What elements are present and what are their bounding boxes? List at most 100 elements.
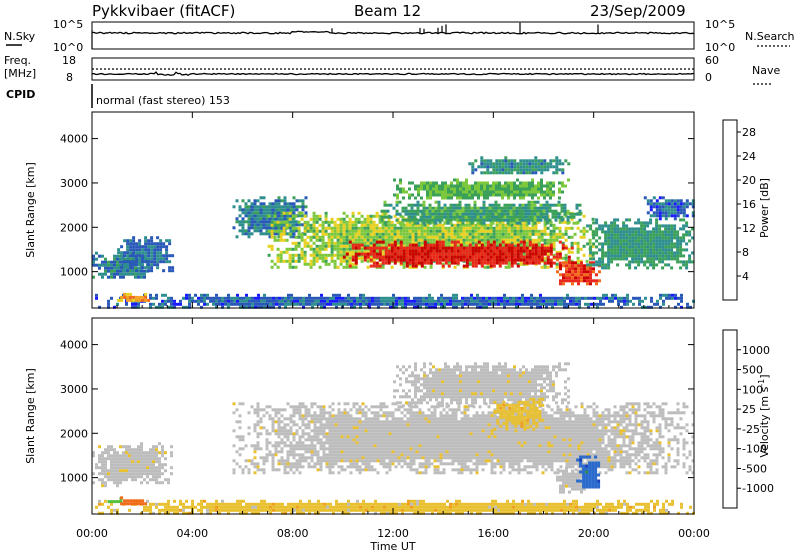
power-cell <box>530 293 533 297</box>
velocity-cell <box>425 505 428 509</box>
power-cell <box>658 202 662 206</box>
power-cell <box>239 299 242 303</box>
power-cell <box>580 261 583 265</box>
power-cell <box>495 184 498 188</box>
power-cell <box>507 235 511 239</box>
velocity-cell <box>446 499 449 503</box>
power-cell <box>509 302 512 306</box>
power-cell <box>356 299 359 303</box>
power-cell <box>507 190 510 194</box>
power-cell <box>405 241 409 245</box>
power-cell <box>273 262 277 266</box>
velocity-cell <box>398 502 401 506</box>
power-cell <box>257 302 260 306</box>
velocity-cell <box>161 502 164 506</box>
power-cell <box>450 238 454 242</box>
power-cell <box>637 221 641 225</box>
power-cell <box>576 256 580 260</box>
power-cell <box>295 205 299 209</box>
velocity-cell <box>413 502 416 506</box>
power-cell <box>253 217 257 221</box>
power-cell <box>522 196 525 200</box>
power-cell <box>304 211 308 215</box>
power-cell <box>351 220 355 224</box>
power-cell <box>558 226 562 230</box>
velocity-cell <box>422 505 425 509</box>
power-cell <box>519 193 522 197</box>
power-cell <box>128 272 131 276</box>
power-cell <box>495 159 499 163</box>
power-cell <box>119 275 122 279</box>
power-cell <box>384 223 388 227</box>
power-cell <box>510 168 514 172</box>
power-cell <box>372 259 376 263</box>
power-cell <box>453 249 457 253</box>
power-cell <box>515 221 519 225</box>
power-cell <box>501 190 504 194</box>
power-cell <box>688 202 692 206</box>
power-cell <box>288 253 292 257</box>
power-cell <box>396 226 400 230</box>
velocity-cell <box>479 511 482 515</box>
power-cell <box>321 253 325 257</box>
power-cell <box>626 302 629 306</box>
power-cell <box>407 215 411 219</box>
power-cell <box>402 252 406 256</box>
power-cell <box>498 229 502 233</box>
power-cell <box>419 209 423 213</box>
power-cell <box>155 305 158 309</box>
power-cell <box>545 212 549 216</box>
power-cell <box>395 209 399 213</box>
power-cell <box>342 217 346 221</box>
power-cell <box>649 208 653 212</box>
power-cell <box>230 296 233 300</box>
velocity-cell <box>362 508 365 512</box>
power-cell <box>525 223 529 227</box>
power-cell <box>110 260 113 264</box>
power-cell <box>468 252 472 256</box>
velocity-cell <box>275 505 278 509</box>
power-cell <box>238 229 242 233</box>
power-cell <box>431 212 435 216</box>
power-cell <box>480 235 484 239</box>
power-cell <box>275 302 278 306</box>
power-cell <box>167 299 170 303</box>
power-cell <box>658 242 662 246</box>
power-cell <box>552 226 556 230</box>
velocity-cell <box>347 499 350 503</box>
power-cell <box>664 248 668 252</box>
power-cell <box>501 240 505 244</box>
power-cell <box>141 245 145 249</box>
power-cell <box>324 241 328 245</box>
power-cell <box>495 168 499 172</box>
power-cell <box>452 206 456 210</box>
power-cell <box>667 214 671 218</box>
power-cell <box>616 251 620 255</box>
power-cell <box>318 250 322 254</box>
power-cell <box>676 199 680 203</box>
power-cell <box>566 302 569 306</box>
power-cell <box>513 246 517 250</box>
power-cell <box>637 260 641 264</box>
velocity-cell <box>287 508 290 512</box>
power-cell <box>474 258 478 262</box>
power-cell <box>655 218 659 222</box>
date-label: 23/Sep/2009 <box>590 2 686 20</box>
power-cell <box>658 233 662 237</box>
power-cell <box>131 266 134 270</box>
power-cell <box>682 218 686 222</box>
velocity-cell <box>230 505 233 509</box>
power-cell <box>408 261 412 265</box>
power-cell <box>459 249 463 253</box>
power-cell <box>318 244 322 248</box>
power-cell <box>256 220 260 224</box>
power-cell <box>572 296 575 300</box>
velocity-cell <box>416 499 419 503</box>
power-cell <box>599 296 602 300</box>
power-cell <box>601 224 605 228</box>
power-cell <box>525 232 529 236</box>
power-cell <box>345 214 349 218</box>
power-cell <box>486 184 489 188</box>
power-cell <box>437 218 441 222</box>
power-cell <box>260 296 263 300</box>
